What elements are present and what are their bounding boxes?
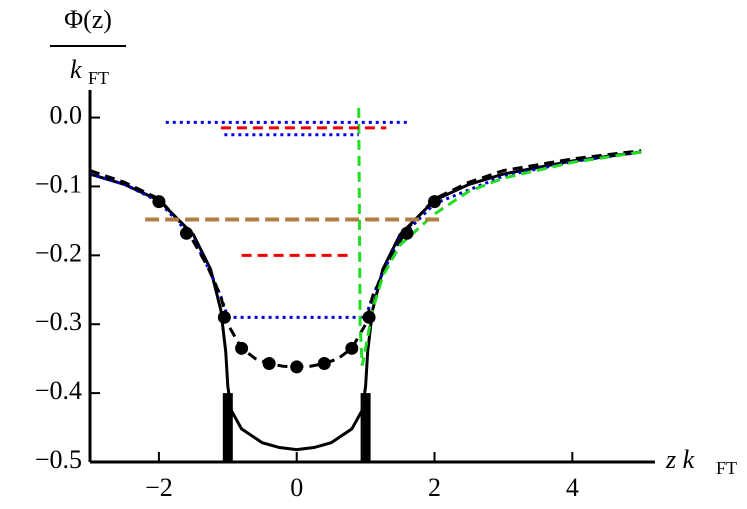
y-tick-label: −0.4 [35, 376, 82, 405]
x-tick-label: 0 [290, 473, 303, 502]
series-line [89, 149, 642, 369]
data-point [235, 341, 249, 355]
data-point [152, 195, 166, 209]
y-tick-label: −0.5 [35, 445, 82, 474]
x-tick-label: 4 [566, 473, 579, 502]
data-point [217, 310, 231, 324]
wall [360, 393, 371, 462]
y-tick-label: −0.1 [35, 169, 82, 198]
data-point [317, 356, 331, 370]
y-label-denominator: k [70, 55, 82, 84]
data-point [362, 310, 376, 324]
data-point [345, 341, 359, 355]
x-label: z k [665, 445, 695, 474]
y-tick-label: −0.3 [35, 307, 82, 336]
wall [222, 393, 233, 462]
y-label-numerator: Φ(z) [64, 5, 112, 34]
series-line [357, 107, 642, 366]
data-point [400, 226, 414, 240]
plot-area [89, 107, 642, 462]
series-line [89, 150, 642, 319]
y-tick-label: 0.0 [50, 101, 83, 130]
x-tick-label: 2 [428, 473, 441, 502]
y-label-sub: FT [88, 68, 109, 88]
y-tick-label: −0.2 [35, 238, 82, 267]
data-point [262, 356, 276, 370]
x-label-sub: FT [716, 458, 737, 478]
data-point [179, 226, 193, 240]
x-tick-label: −2 [145, 473, 173, 502]
data-point [428, 195, 442, 209]
data-point [290, 360, 304, 374]
